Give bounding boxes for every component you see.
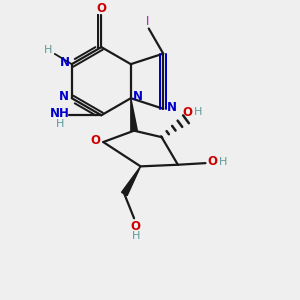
Text: I: I [146, 15, 149, 28]
Text: N: N [133, 90, 143, 103]
Text: NH: NH [50, 107, 70, 120]
Text: O: O [90, 134, 100, 147]
Polygon shape [122, 167, 141, 196]
Text: H: H [56, 119, 64, 129]
Text: H: H [131, 231, 140, 241]
Text: O: O [131, 220, 141, 233]
Text: H: H [44, 45, 52, 55]
Text: N: N [60, 56, 70, 69]
Text: N: N [167, 100, 177, 114]
Text: O: O [183, 106, 193, 119]
Polygon shape [131, 98, 137, 131]
Text: O: O [96, 2, 106, 15]
Text: H: H [219, 157, 227, 166]
Text: N: N [59, 90, 69, 103]
Text: H: H [194, 107, 202, 117]
Text: O: O [208, 155, 218, 168]
